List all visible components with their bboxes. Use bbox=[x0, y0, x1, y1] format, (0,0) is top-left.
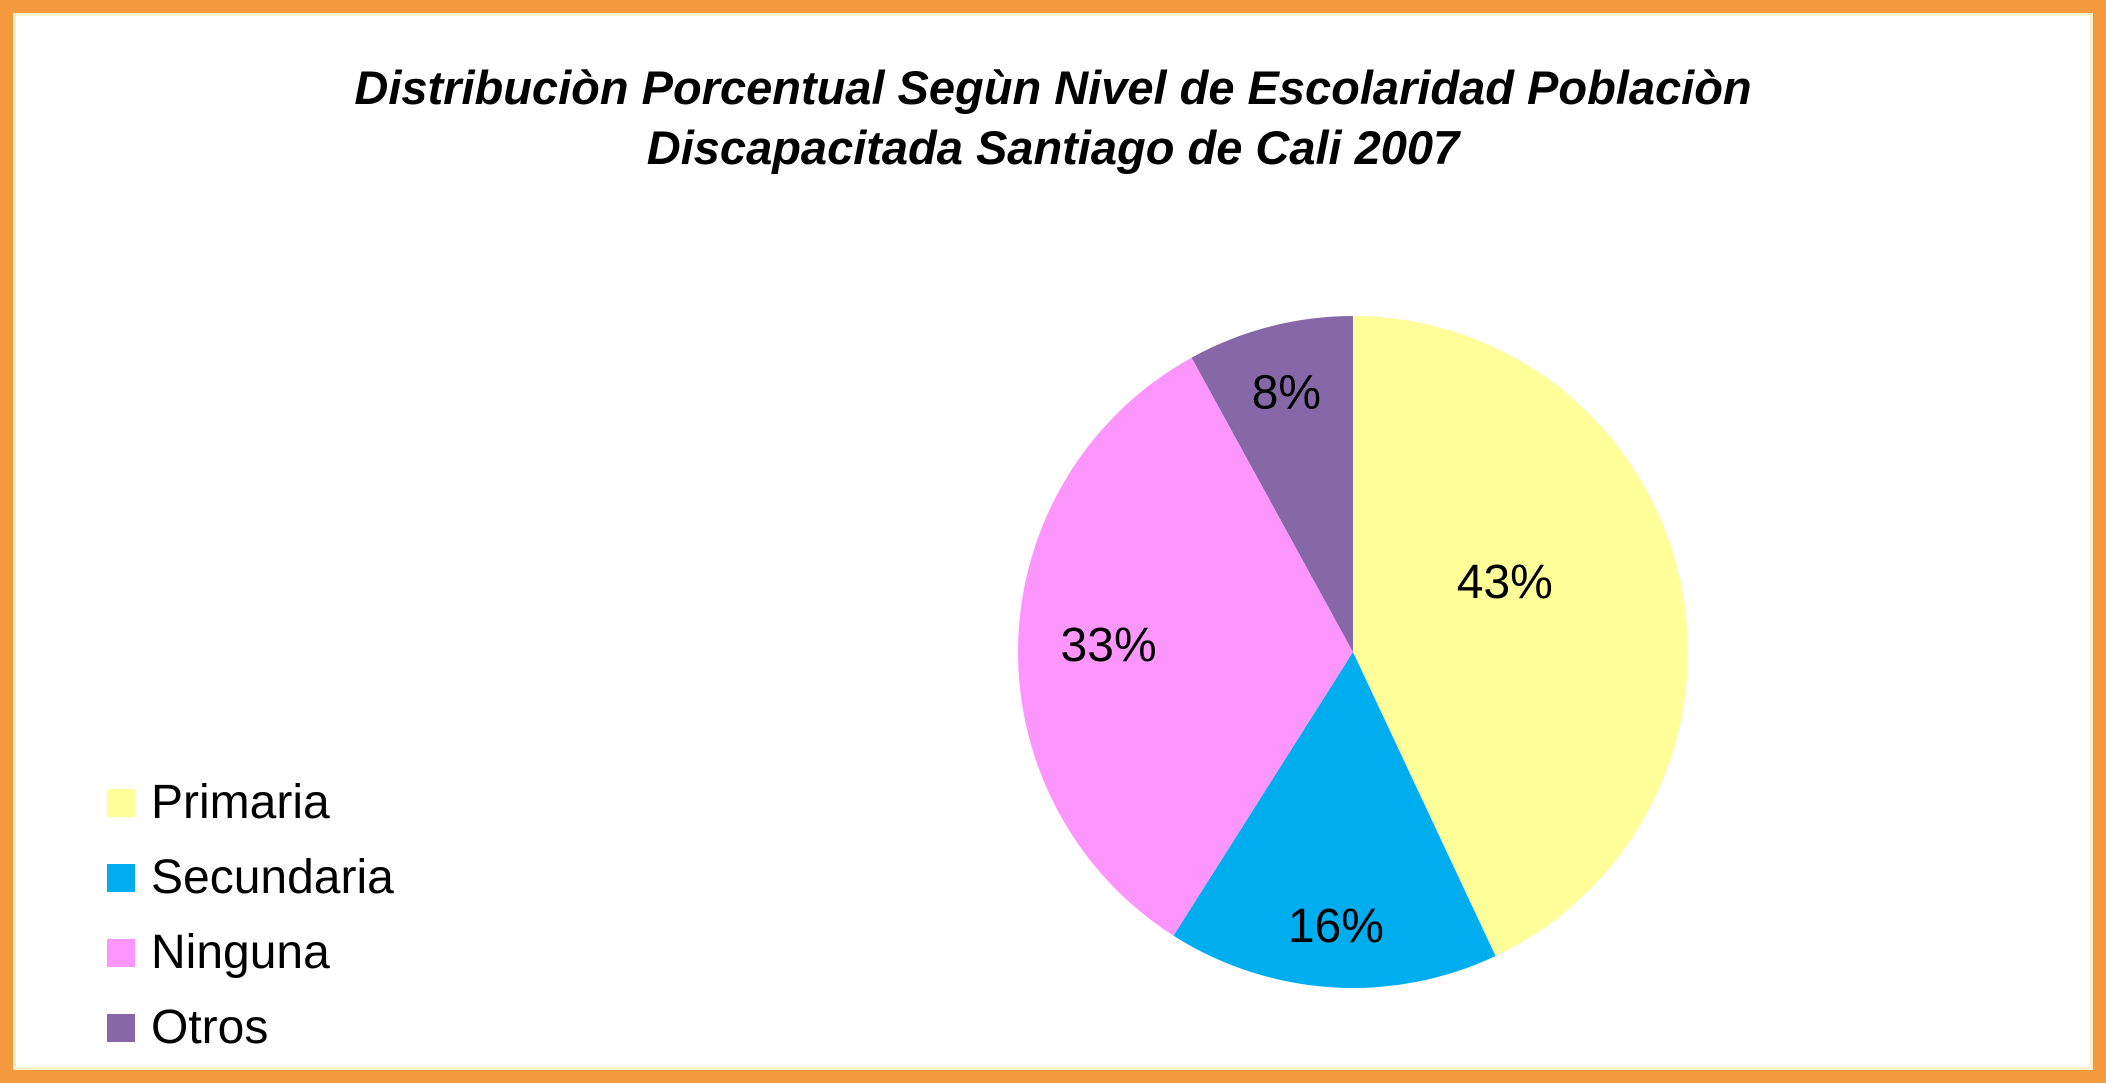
legend-label-ninguna: Ninguna bbox=[151, 926, 330, 979]
legend-label-otros: Otros bbox=[151, 1001, 269, 1054]
chart-title-line-1: Distribuciòn Porcentual Segùn Nivel de E… bbox=[354, 61, 1752, 114]
chart-title: Distribuciòn Porcentual Segùn Nivel de E… bbox=[0, 58, 2106, 178]
pie-label-secundaria: 16% bbox=[1288, 900, 1384, 953]
legend-swatch-ninguna bbox=[107, 938, 135, 967]
chart-title-line-2: Discapacitada Santiago de Cali 2007 bbox=[646, 121, 1460, 174]
pie-slice-otros bbox=[1191, 316, 1353, 652]
legend-swatch-primaria bbox=[107, 788, 135, 817]
pie-slice-ninguna bbox=[1018, 357, 1353, 936]
legend: Primaria Secundaria Ninguna Otros bbox=[107, 765, 394, 1065]
pie-label-otros: 8% bbox=[1252, 366, 1321, 419]
legend-swatch-otros bbox=[107, 1013, 135, 1042]
legend-item-ninguna: Ninguna bbox=[107, 915, 394, 990]
legend-item-otros: Otros bbox=[107, 990, 394, 1065]
pie-slice-primaria bbox=[1353, 316, 1688, 956]
pie-label-ninguna: 33% bbox=[1061, 619, 1157, 672]
legend-swatch-secundaria bbox=[107, 863, 135, 892]
legend-label-primaria: Primaria bbox=[151, 776, 330, 829]
legend-item-secundaria: Secundaria bbox=[107, 840, 394, 915]
pie-label-primaria: 43% bbox=[1457, 556, 1553, 609]
legend-item-primaria: Primaria bbox=[107, 765, 394, 840]
legend-label-secundaria: Secundaria bbox=[151, 851, 394, 904]
pie-slice-secundaria bbox=[1173, 652, 1496, 988]
